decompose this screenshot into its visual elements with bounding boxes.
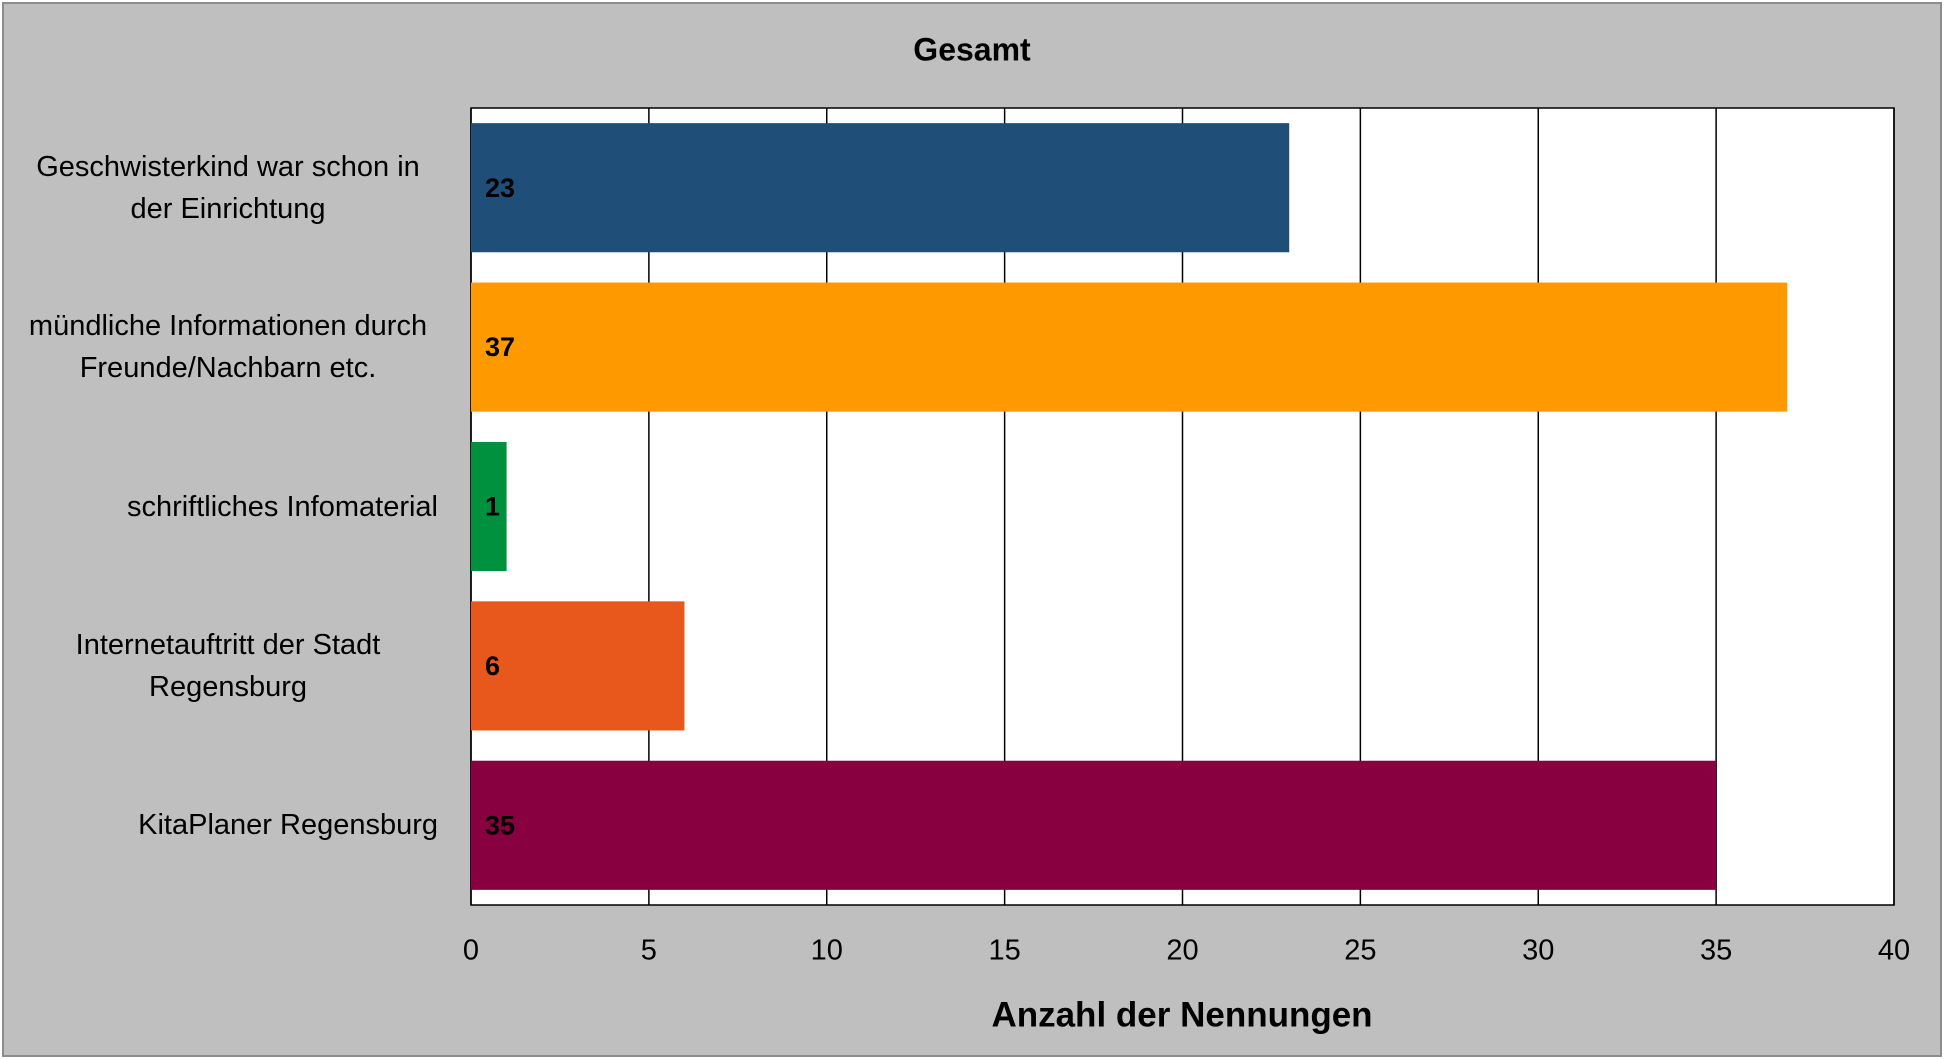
x-tick-label: 15 bbox=[988, 935, 1020, 967]
x-tick-label: 30 bbox=[1522, 935, 1554, 967]
data-label: 23 bbox=[485, 173, 515, 203]
bar bbox=[471, 123, 1290, 253]
x-tick-label: 5 bbox=[641, 935, 657, 967]
x-tick-label: 40 bbox=[1878, 935, 1910, 967]
x-tick-label: 0 bbox=[463, 935, 479, 967]
x-tick-label: 25 bbox=[1344, 935, 1376, 967]
x-tick-label: 35 bbox=[1700, 935, 1732, 967]
data-label: 35 bbox=[485, 810, 515, 840]
bar bbox=[471, 601, 685, 731]
bar bbox=[471, 441, 507, 572]
y-tick-label: mündliche Informationen durch Freunde/Na… bbox=[28, 310, 428, 385]
x-axis-title: Anzahl der Nennungen bbox=[991, 995, 1372, 1034]
bar bbox=[471, 760, 1717, 890]
data-label: 1 bbox=[485, 492, 500, 522]
x-tick-label: 20 bbox=[1166, 935, 1198, 967]
y-tick-label: schriftliches Infomaterial bbox=[126, 490, 438, 523]
y-tick-label: KitaPlaner Regensburg bbox=[138, 809, 438, 842]
y-tick-label: Internetauftritt der Stadt Regensburg bbox=[75, 628, 381, 703]
x-tick-label: 10 bbox=[811, 935, 843, 967]
y-tick-label: Geschwisterkind war schon in der Einrich… bbox=[36, 150, 420, 225]
data-label: 6 bbox=[485, 651, 500, 681]
chart-title: Gesamt bbox=[913, 31, 1031, 67]
bar bbox=[471, 282, 1788, 412]
data-label: 37 bbox=[485, 332, 515, 362]
